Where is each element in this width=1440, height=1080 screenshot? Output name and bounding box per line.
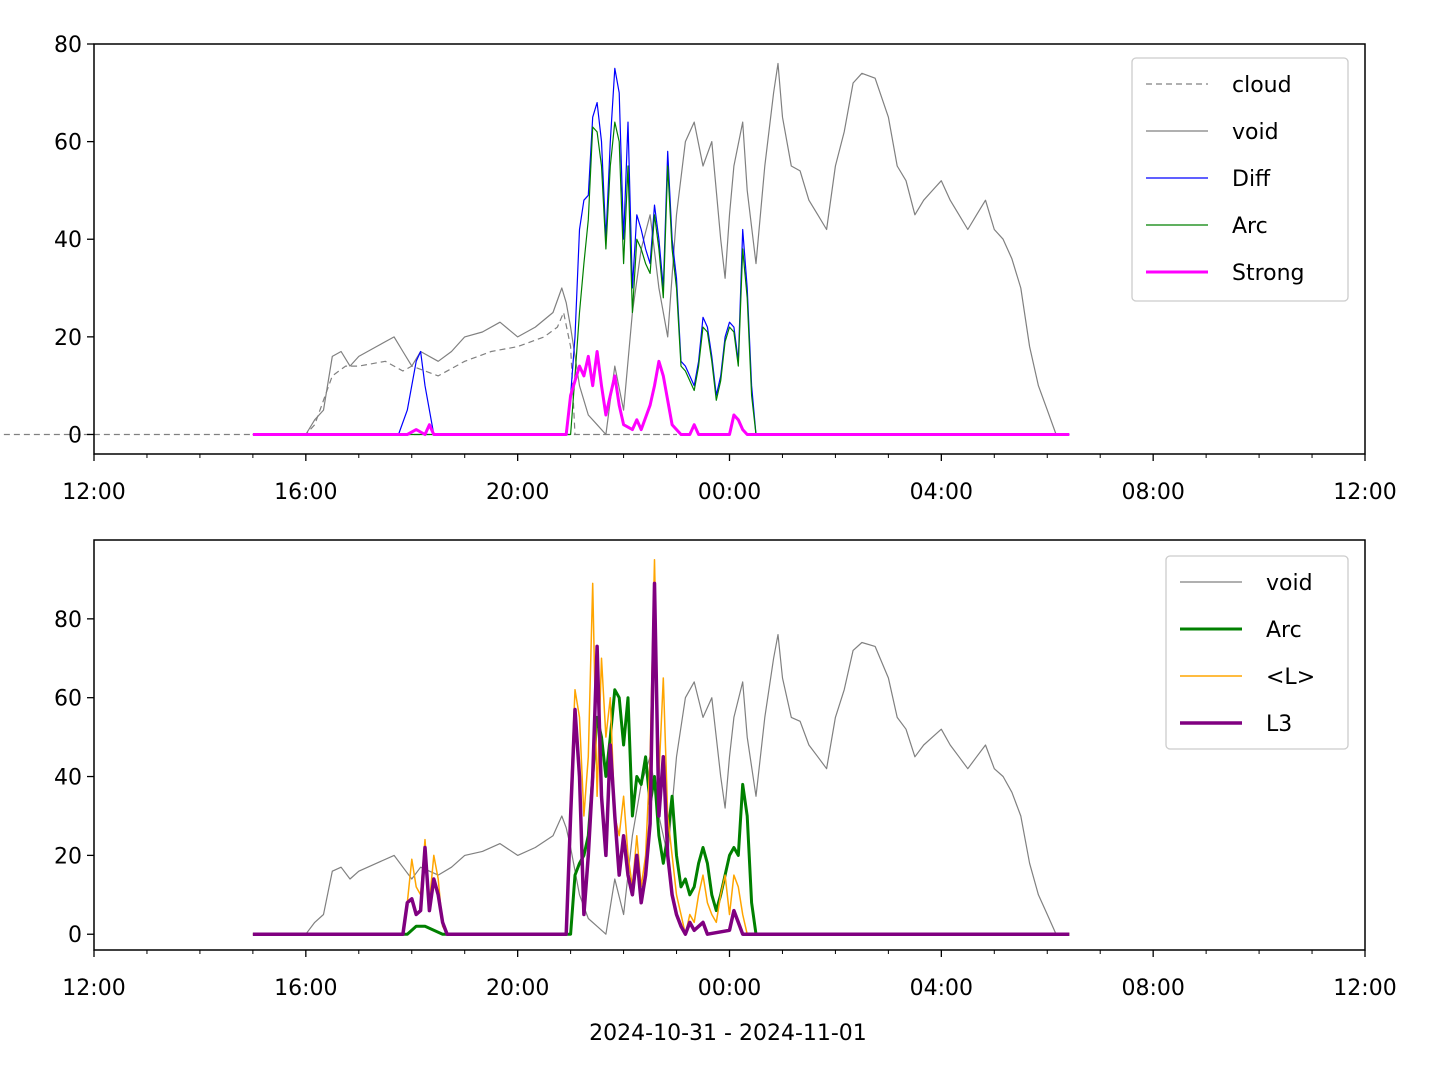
x-axis-label: 2024-10-31 - 2024-11-01 [589, 1021, 867, 1046]
top-panel: 0 20 40 60 80 12:00 16:00 20:00 00:00 04:00 08:00 1… [0, 33, 1397, 505]
y-tick-label: 80 [54, 33, 82, 58]
legend-label: L3 [1266, 712, 1292, 737]
series-line-1-3 [252, 581, 1070, 936]
y-tick-label: 0 [68, 923, 82, 948]
x-tick-label: 12:00 [62, 480, 125, 505]
y-tick-label: 60 [54, 131, 82, 156]
series-line-0-3 [252, 121, 1070, 436]
y-tick-label: 20 [54, 844, 82, 869]
series-line-0-4 [252, 350, 1070, 436]
x-tick-label: 12:00 [1333, 976, 1396, 1001]
x-tick-label: 16:00 [274, 976, 337, 1001]
x-tick-label: 00:00 [698, 480, 761, 505]
legend-label: Diff [1232, 167, 1271, 192]
x-tick-label: 08:00 [1121, 480, 1184, 505]
y-tick-label: 80 [54, 608, 82, 633]
x-tick-label: 04:00 [910, 976, 973, 1001]
y-tick-label: 40 [54, 228, 82, 253]
legend-box [1131, 57, 1349, 302]
legend-label: void [1232, 120, 1279, 145]
y-tick-label: 60 [54, 687, 82, 712]
series-line-1-0 [252, 633, 1070, 935]
legend-box [1165, 555, 1349, 750]
y-tick-label: 40 [54, 766, 82, 791]
y-tick-label: 0 [68, 423, 82, 448]
x-tick-label: 20:00 [486, 976, 549, 1001]
y-tick-label: 20 [54, 326, 82, 351]
series-line-0-0 [0, 311, 678, 436]
x-tick-label: 16:00 [274, 480, 337, 505]
legend-label: Arc [1266, 618, 1302, 643]
x-tick-label: 12:00 [1333, 480, 1396, 505]
bottom-panel: 0 20 40 60 80 12:00 16:00 20:00 00:00 04:00 08:00 1… [54, 539, 1397, 1001]
legend-label: Strong [1232, 261, 1305, 286]
series-line-0-1 [252, 62, 1070, 436]
x-tick-label: 04:00 [910, 480, 973, 505]
legend-label: <L> [1266, 665, 1315, 690]
x-tick-label: 00:00 [698, 976, 761, 1001]
x-tick-label: 12:00 [62, 976, 125, 1001]
x-tick-label: 20:00 [486, 480, 549, 505]
legend-label: Arc [1232, 214, 1268, 239]
legend-label: void [1266, 571, 1313, 596]
x-tick-label: 08:00 [1121, 976, 1184, 1001]
legend-label: cloud [1232, 73, 1292, 98]
